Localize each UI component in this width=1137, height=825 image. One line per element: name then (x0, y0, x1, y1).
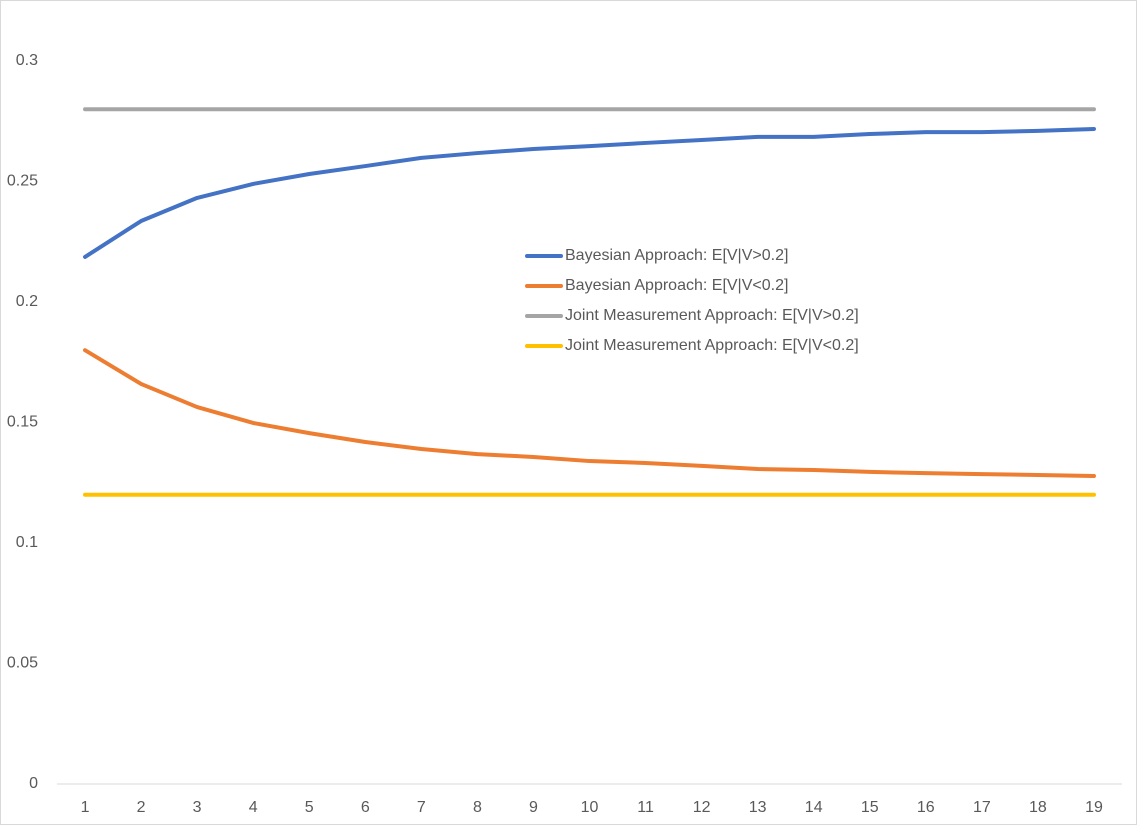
x-tick-label: 4 (249, 799, 258, 816)
x-tick-label: 2 (137, 799, 146, 816)
x-tick-label: 3 (193, 799, 202, 816)
x-tick-label: 9 (529, 799, 538, 816)
x-tick-label: 5 (305, 799, 314, 816)
x-tick-label: 8 (473, 799, 482, 816)
legend-label: Bayesian Approach: E[V|V>0.2] (565, 247, 788, 264)
x-tick-label: 17 (973, 799, 991, 816)
x-tick-label: 19 (1085, 799, 1103, 816)
y-tick-label: 0.1 (16, 534, 38, 551)
x-tick-label: 1 (81, 799, 90, 816)
x-tick-label: 7 (417, 799, 426, 816)
y-tick-label: 0.05 (7, 655, 38, 672)
series-line (83, 126, 1096, 259)
x-tick-label: 18 (1029, 799, 1047, 816)
x-tick-label: 11 (637, 799, 654, 816)
x-tick-label: 15 (861, 799, 879, 816)
y-tick-label: 0.2 (16, 293, 38, 310)
x-tick-label: 13 (749, 799, 767, 816)
x-tick-label: 14 (805, 799, 823, 816)
legend-label: Joint Measurement Approach: E[V|V>0.2] (565, 307, 859, 324)
series-line (83, 348, 1096, 479)
x-tick-label: 12 (693, 799, 711, 816)
y-tick-label: 0.15 (7, 414, 38, 431)
y-tick-label: 0.3 (16, 52, 38, 69)
legend-label: Bayesian Approach: E[V|V<0.2] (565, 277, 788, 294)
x-tick-label: 6 (361, 799, 370, 816)
y-tick-label: 0.25 (7, 173, 38, 190)
x-tick-label: 10 (581, 799, 599, 816)
legend-label: Joint Measurement Approach: E[V|V<0.2] (565, 337, 859, 354)
y-tick-label: 0 (29, 775, 38, 792)
x-tick-label: 16 (917, 799, 935, 816)
